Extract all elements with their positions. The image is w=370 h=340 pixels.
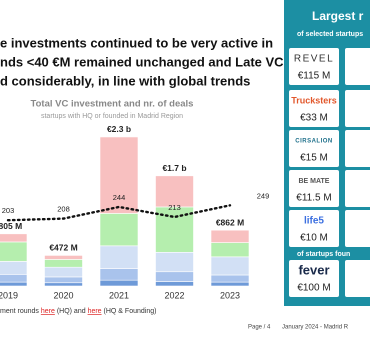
tile-amount: €100 M xyxy=(297,283,330,294)
year-label: 2021 xyxy=(109,290,129,300)
tile xyxy=(289,260,339,297)
bar-segment xyxy=(44,266,83,278)
tile-amount: €15 M xyxy=(300,153,328,164)
footer-text: ment rounds xyxy=(0,308,41,315)
deals-label: 203 xyxy=(2,206,15,215)
bar-segment xyxy=(99,279,139,287)
panel-section: of selected startups xyxy=(297,31,363,38)
panel-section: of startups foun xyxy=(297,251,350,258)
tile-amount: €33 M xyxy=(300,113,328,124)
bar-segment xyxy=(0,241,28,262)
tile xyxy=(345,170,370,207)
deals-label: 213 xyxy=(168,203,181,212)
tile-amount: €10 M xyxy=(300,233,328,244)
deals-label: 244 xyxy=(113,193,126,202)
tile xyxy=(289,48,339,85)
year-label: 2019 xyxy=(0,290,18,300)
bar-segment xyxy=(155,252,194,273)
tile xyxy=(345,260,370,297)
bar-segment xyxy=(210,229,250,243)
slide-title: nds <40 €M remained unchanged and Late V… xyxy=(0,54,284,69)
deals-label: 208 xyxy=(57,205,70,214)
bar-segment xyxy=(210,242,250,258)
bar-segment xyxy=(155,175,194,208)
slide-title: d considerably, in line with global tren… xyxy=(0,73,250,88)
chart-title: Total VC investment and nr. of deals xyxy=(31,99,194,110)
footer-link[interactable]: here xyxy=(88,308,102,315)
bar-segment xyxy=(44,276,83,284)
bar-segment xyxy=(155,281,194,287)
tile-logo: Trucksters xyxy=(291,95,337,105)
bar-segment xyxy=(99,213,139,247)
total-label: €2.3 b xyxy=(107,124,131,134)
bar-segment xyxy=(44,282,83,287)
tile-logo: REVEL xyxy=(294,54,334,65)
slide-title: e investments continued to be very activ… xyxy=(0,35,273,50)
total-label: €1.7 b xyxy=(162,163,186,173)
panel-title: Largest r xyxy=(312,9,364,23)
tile xyxy=(345,210,370,247)
footer-note: ment rounds here (HQ) and here (HQ & Fou… xyxy=(0,308,156,315)
tile xyxy=(289,210,339,247)
tiles: REVEL €115 M Trucksters €33 M CIRSALION €15 M… xyxy=(289,48,370,297)
tile-logo: life5 xyxy=(304,216,324,227)
bar-segment xyxy=(0,233,28,243)
deals-label: 249 xyxy=(257,191,270,200)
bar-segment xyxy=(155,271,194,282)
bar-segment xyxy=(99,136,139,214)
bar-segment xyxy=(210,256,250,276)
tile xyxy=(345,130,370,167)
total-label: €805 M xyxy=(0,221,22,231)
bar-segment xyxy=(99,245,139,269)
total-label: €472 M xyxy=(49,243,77,253)
tile xyxy=(289,90,339,127)
tile xyxy=(345,48,370,85)
year-label: 2022 xyxy=(164,290,184,300)
tile xyxy=(289,170,339,207)
tile-logo: fever xyxy=(298,262,329,277)
footer-date: January 2024 - Madrid R xyxy=(282,325,349,331)
bar-segment xyxy=(99,268,139,281)
total-label: €862 M xyxy=(216,217,244,227)
tile xyxy=(289,130,339,167)
bar-segment xyxy=(210,281,250,287)
year-label: 2023 xyxy=(220,290,240,300)
bar-segment xyxy=(0,281,28,287)
tile xyxy=(345,90,370,127)
year-label: 2020 xyxy=(53,290,73,300)
deals-line xyxy=(6,204,232,222)
tile-logo: CIRSALION xyxy=(295,139,333,145)
plot: 2019 €805 M 2020 €472 M 2021 €2.3 b 2022 €1.7 b… xyxy=(0,124,269,300)
page-number: Page / 4 xyxy=(248,325,271,331)
footer-text: (HQ & Founding) xyxy=(102,308,157,315)
tile-logo: BE MATE xyxy=(299,178,330,185)
bar-segment xyxy=(0,261,28,275)
tile-amount: €11.5 M xyxy=(296,193,331,204)
footer-link[interactable]: here xyxy=(41,308,55,315)
bar-segment xyxy=(0,274,28,283)
bar-segment xyxy=(44,255,83,260)
bar-segment xyxy=(44,259,83,268)
footer-text: (HQ) and xyxy=(55,308,88,315)
chart-subtitle: startups with HQ or founded in Madrid Re… xyxy=(41,113,183,120)
tile-amount: €115 M xyxy=(298,71,331,82)
bar-segment xyxy=(210,274,250,283)
